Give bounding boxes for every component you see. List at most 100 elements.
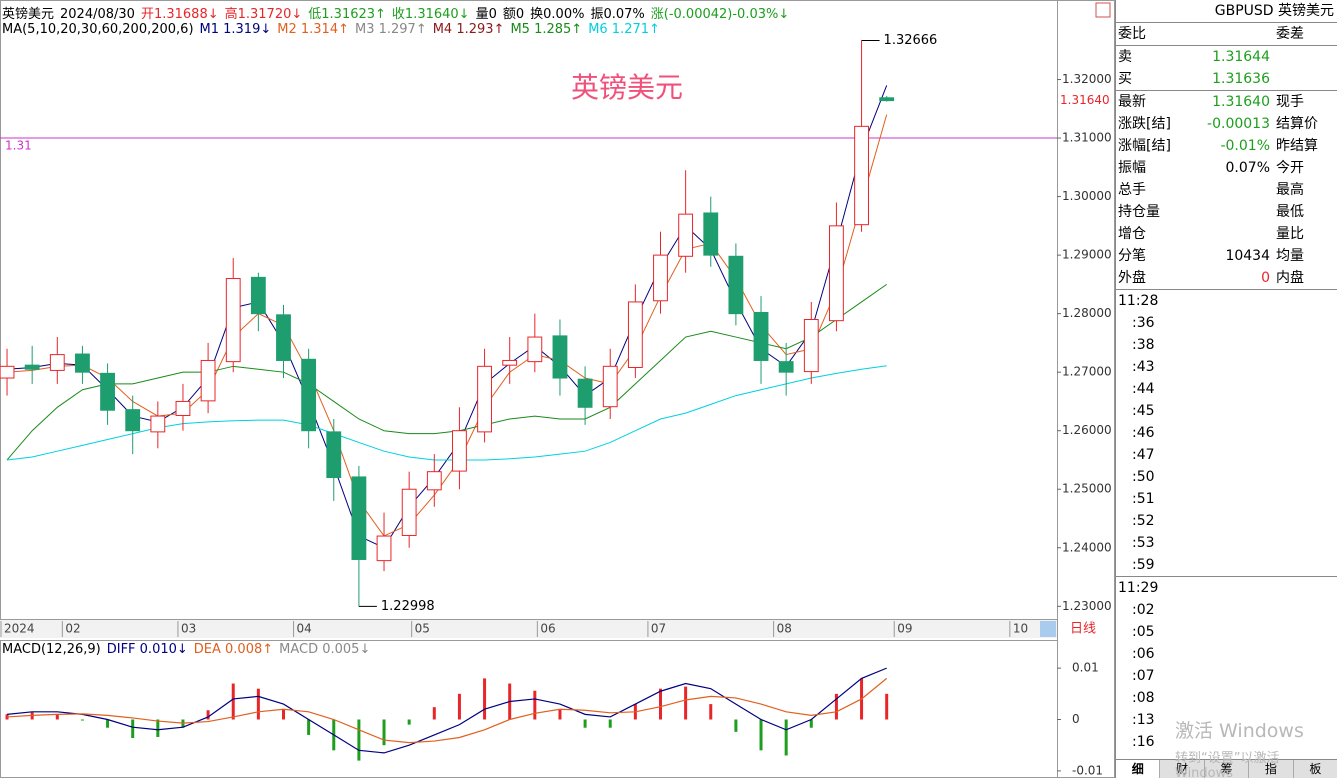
candle-body <box>829 225 844 322</box>
quote-value: -0.01% <box>1220 138 1270 154</box>
candle-body <box>879 97 895 102</box>
panel-toggle[interactable] <box>1095 2 1111 18</box>
header-bar: 英镑美元 2024/08/30 开1.31688↓ 高1.31720↓ 低1.31623… <box>2 3 795 22</box>
tick-time: :13 <box>1132 712 1155 728</box>
quote-row: 涨跌[结] -0.00013 结算价 <box>1116 113 1337 135</box>
quote-label: 卖 <box>1118 49 1132 65</box>
quote-row: 增仓 量比 <box>1116 223 1337 245</box>
diff-line <box>6 667 887 754</box>
overlay-title: 英镑美元 <box>571 71 683 104</box>
header-item: 英镑美元 <box>2 7 55 22</box>
candle-body <box>854 125 869 226</box>
quote-row: 持仓量 最低 <box>1116 201 1337 223</box>
quote-label: 总手 <box>1118 182 1146 198</box>
header-item: 开1.31688↓ <box>140 7 219 22</box>
y-tick-label: 1.24000 <box>1062 540 1112 554</box>
quote-row: 外盘 0 内盘 <box>1116 267 1337 289</box>
ma-legend-item: M5 1.285↑ <box>510 22 583 37</box>
candle-body <box>125 409 141 432</box>
tab[interactable]: 板 <box>1294 760 1337 778</box>
tab[interactable]: 指 <box>1249 760 1294 778</box>
quote-label: 买 <box>1118 71 1132 87</box>
x-tick-label: 08 <box>777 622 792 636</box>
macd-bar <box>658 688 662 720</box>
macd-bar <box>281 709 285 720</box>
candle-body <box>778 361 794 373</box>
candle-body <box>703 212 719 256</box>
tick-time: :02 <box>1132 602 1155 618</box>
quote-row: 分笔 10434 均量 <box>1116 245 1337 267</box>
ma-legend-item: M6 1.271↑ <box>588 22 660 37</box>
tick-time: :44 <box>1132 381 1155 397</box>
candle-body <box>49 354 65 371</box>
candle-body <box>728 255 744 315</box>
tick-time: :05 <box>1132 624 1155 640</box>
header-item: 低1.31623↑ <box>308 7 386 22</box>
ma-legend-item: M4 1.293↑ <box>432 22 505 37</box>
macd-bar <box>533 690 537 720</box>
ma-legend-item: M2 1.314↑ <box>277 22 349 37</box>
y-tick-label: 1.26000 <box>1062 423 1112 437</box>
macd-bar <box>558 709 562 720</box>
quote-label-2: 委差 <box>1276 26 1304 42</box>
macd-legend-item: MACD 0.005↓ <box>279 642 371 657</box>
header-item: 换0.00% <box>530 7 585 22</box>
tick-time: :38 <box>1132 337 1155 353</box>
tick-time: :36 <box>1132 315 1155 331</box>
tab[interactable]: 筹 <box>1205 760 1250 778</box>
tab[interactable]: 细 <box>1116 760 1161 778</box>
price-pane <box>0 0 1058 620</box>
header-item: 振0.07% <box>590 7 645 22</box>
tick-time: 11:28 <box>1118 293 1159 309</box>
quote-label-2: 均量 <box>1276 248 1304 264</box>
macd-bar <box>80 719 84 721</box>
header-item: 量0 <box>475 7 497 22</box>
header-item: 高1.31720↓ <box>224 7 303 22</box>
tab[interactable]: 财 <box>1160 760 1205 778</box>
quote-row: 卖 1.31644 <box>1116 46 1337 68</box>
ma-legend-item: M1 1.319↓ <box>199 22 272 37</box>
candle-body <box>376 535 392 562</box>
macd-bar <box>684 686 688 720</box>
candle-body <box>401 488 417 536</box>
macd-bar <box>231 683 235 720</box>
price-axis <box>1057 0 1115 778</box>
header-item: 涨(-0.00042)-0.03%↓ <box>650 7 790 22</box>
candle-body <box>100 372 115 411</box>
quote-value: 10434 <box>1225 248 1270 264</box>
candle-body <box>753 311 769 361</box>
candle-body <box>351 476 367 560</box>
header-item: 额0 <box>502 7 525 22</box>
scroll-button[interactable] <box>1040 621 1056 637</box>
macd-bar <box>106 719 110 728</box>
candle-body <box>502 359 518 366</box>
x-tick-label: 10 <box>1013 622 1028 636</box>
y-tick-label: 0 <box>1072 712 1080 726</box>
quote-label: 增仓 <box>1118 226 1146 242</box>
macd-bar <box>156 719 160 737</box>
candle-body <box>150 415 166 433</box>
macd-bar <box>784 719 788 756</box>
tick-time: :53 <box>1132 535 1155 551</box>
x-tick-label: 05 <box>415 622 430 636</box>
quote-value: 1.31640 <box>1212 94 1270 110</box>
tick-time: 11:29 <box>1116 576 1337 599</box>
macd-bar <box>432 707 436 720</box>
candle-body <box>250 276 266 315</box>
tick-time: :52 <box>1132 513 1155 529</box>
candle-body <box>627 301 643 368</box>
candle-body <box>678 213 694 257</box>
quote-row: 买 1.31636 <box>1116 68 1337 91</box>
candle-body <box>75 353 90 373</box>
macd-bar <box>307 719 311 735</box>
tick-time: :43 <box>1132 359 1155 375</box>
quote-value: 1.31644 <box>1212 49 1270 65</box>
watermark: 激活 Windows 转到“设置”以激活 Windows <box>1175 716 1337 781</box>
y-tick-label: 1.25000 <box>1062 482 1112 496</box>
tick-time: :50 <box>1132 469 1155 485</box>
tick-time: :51 <box>1132 491 1155 507</box>
quote-label: 涨幅[结] <box>1118 138 1171 154</box>
header-item: 收1.31640↓ <box>391 7 470 22</box>
period-label[interactable]: 日线 <box>1070 622 1096 637</box>
macd-bar <box>357 719 361 761</box>
